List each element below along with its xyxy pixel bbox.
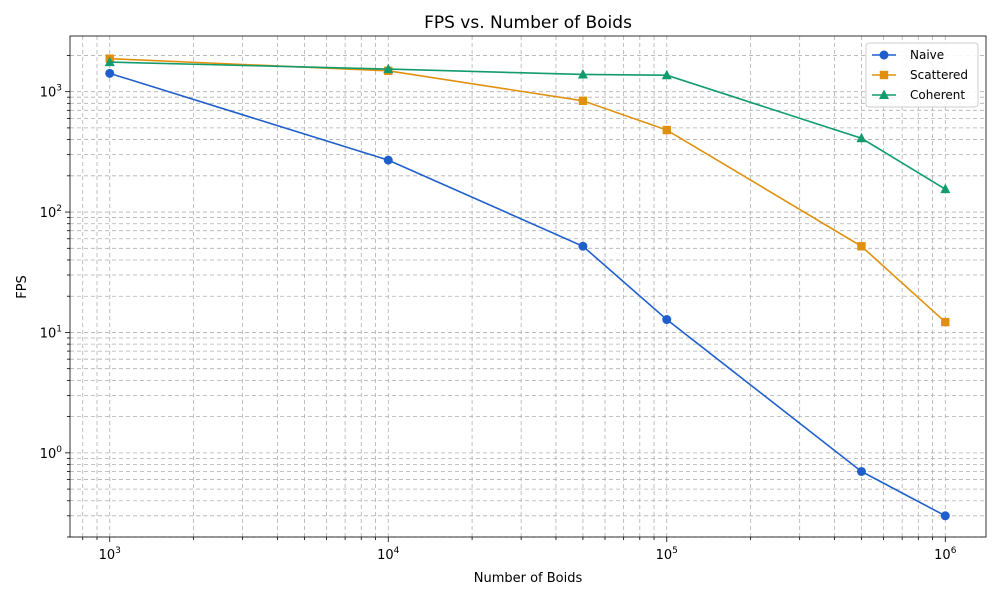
series-coherent (104, 56, 951, 194)
data-point-coherent (856, 132, 867, 143)
x-tick-label: 106 (934, 546, 957, 563)
data-point-coherent (104, 56, 115, 67)
series-line-scattered (109, 57, 946, 323)
legend-item-coherent: Coherent (872, 88, 965, 102)
data-point-coherent (577, 68, 588, 79)
grid (70, 36, 986, 538)
y-tick-label: 100 (40, 445, 63, 462)
series-layer (104, 54, 951, 521)
x-axis-label: Number of Boids (474, 571, 583, 586)
data-point-naive (578, 241, 588, 251)
y-tick-label: 101 (40, 324, 62, 341)
data-point-scattered (662, 125, 671, 135)
legend-label-scattered: Scattered (910, 68, 968, 82)
plot-frame (69, 35, 987, 538)
data-point-naive (383, 155, 393, 165)
series-line-naive (109, 72, 946, 517)
data-point-naive (940, 511, 950, 521)
legend-marker-naive (879, 50, 889, 60)
x-tick-label: 105 (656, 546, 678, 563)
y-axis-label: FPS (15, 275, 30, 299)
data-point-scattered (578, 96, 588, 105)
data-point-naive (105, 68, 115, 78)
legend-item-scattered: Scattered (872, 68, 968, 82)
legend-label-coherent: Coherent (910, 88, 965, 102)
data-point-scattered (857, 242, 866, 251)
series-line-coherent (109, 61, 946, 190)
series-naive (105, 68, 950, 521)
legend-item-naive: Naive (872, 48, 944, 62)
data-point-coherent (940, 183, 951, 194)
data-point-coherent (383, 63, 394, 74)
chart-title: FPS vs. Number of Boids (424, 13, 632, 33)
y-tick-label: 102 (40, 204, 62, 221)
legend: Naive Scattered Coherent (865, 42, 979, 108)
x-tick-label: 103 (99, 546, 121, 563)
legend-marker-scattered (879, 70, 889, 80)
data-point-scattered (941, 317, 950, 327)
legend-box (865, 42, 979, 108)
data-point-naive (662, 315, 672, 325)
data-point-naive (856, 466, 866, 476)
y-tick-label: 103 (40, 84, 62, 101)
ticks: 103 104 105 106 100 101 102 103 (40, 55, 957, 563)
x-tick-label: 104 (377, 546, 400, 563)
legend-label-naive: Naive (910, 48, 944, 62)
legend-marker-coherent (879, 89, 889, 99)
data-point-coherent (661, 69, 672, 80)
